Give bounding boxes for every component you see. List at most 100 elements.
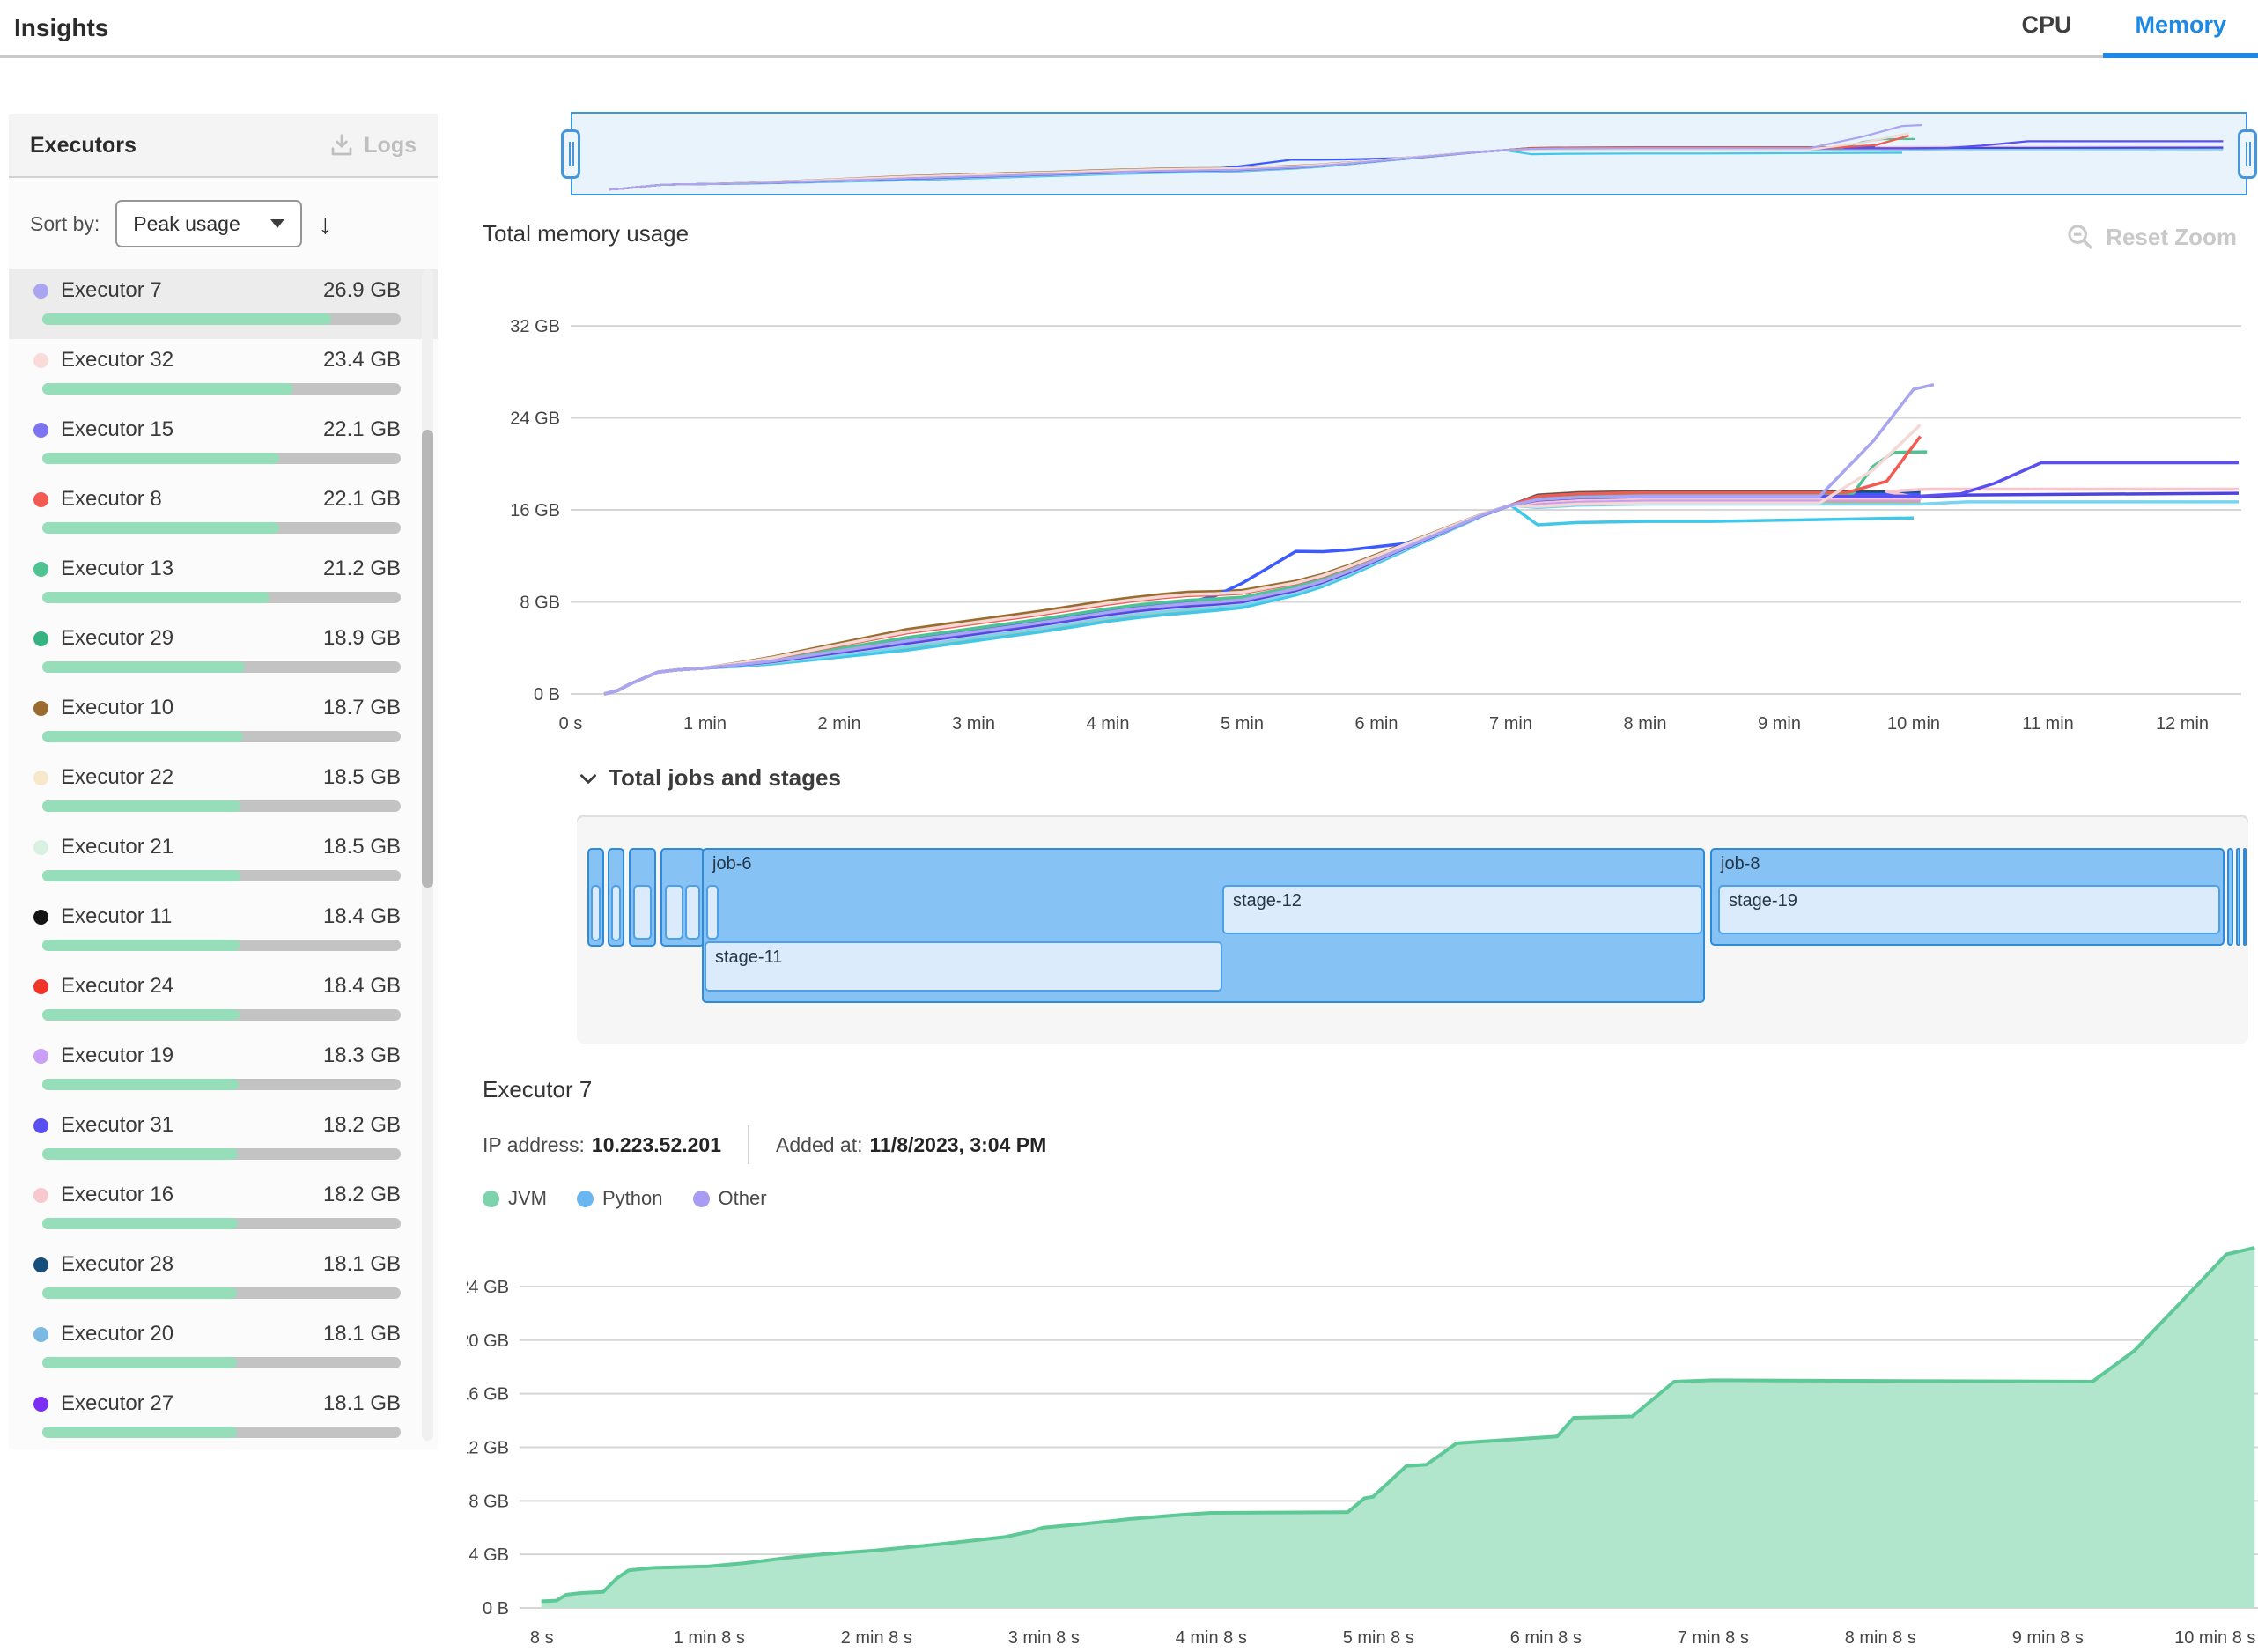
svg-text:10 min: 10 min (1887, 714, 1940, 734)
executor-list-item[interactable]: Executor 8 22.1 GB (9, 478, 438, 548)
executor-list-item[interactable]: Executor 15 22.1 GB (9, 409, 438, 478)
stage-block-stage-12[interactable]: stage-12 (1222, 885, 1702, 934)
executor-name: Executor 24 (61, 974, 174, 998)
executor-name: Executor 31 (61, 1113, 174, 1137)
executor-list-item[interactable]: Executor 16 18.2 GB (9, 1174, 438, 1243)
executor-peak-value: 18.1 GB (322, 1322, 401, 1346)
reset-zoom-label: Reset Zoom (2106, 223, 2237, 250)
executor-list-item[interactable]: Executor 31 18.2 GB (9, 1104, 438, 1174)
executor-list-item[interactable]: Executor 21 18.5 GB (9, 826, 438, 896)
stage-block[interactable] (591, 885, 601, 941)
stage-block[interactable] (706, 885, 719, 940)
executor-name: Executor 10 (61, 696, 174, 719)
executor-list: Executor 7 26.9 GB Executor 32 23.4 GB Execu… (9, 269, 438, 1448)
executor-color-dot (33, 422, 48, 438)
executor-list-item[interactable]: Executor 19 18.3 GB (9, 1035, 438, 1104)
executor-name: Executor 8 (61, 487, 162, 511)
stage-block[interactable] (665, 885, 683, 940)
legend-label: JVM (508, 1187, 547, 1209)
legend-item[interactable]: JVM (483, 1187, 547, 1210)
svg-text:20 GB: 20 GB (467, 1331, 509, 1351)
stage-label: stage-19 (1729, 891, 1797, 911)
job-block[interactable] (2243, 848, 2247, 946)
sort-direction-button[interactable]: ↓ (318, 208, 333, 240)
executor-list-item[interactable]: Executor 28 18.1 GB (9, 1243, 438, 1313)
job-label: job-6 (712, 854, 752, 874)
executor-usage-bar (42, 1427, 401, 1438)
legend-dot (692, 1190, 710, 1207)
stage-block-stage-11[interactable]: stage-11 (705, 941, 1222, 992)
total-memory-chart[interactable]: 32 GB 24 GB 16 GB 8 GB 0 B 0 s 1 min 2 min 3 min… (467, 280, 2258, 747)
executor-peak-value: 18.2 GB (322, 1113, 401, 1137)
overview-brush-chart[interactable] (561, 112, 2257, 195)
svg-text:12 GB: 12 GB (467, 1438, 509, 1457)
svg-text:5 min 8 s: 5 min 8 s (1343, 1628, 1414, 1648)
executor-name: Executor 7 (61, 278, 162, 302)
svg-text:4 min: 4 min (1087, 714, 1130, 734)
executor-name: Executor 29 (61, 626, 174, 650)
executor-list-item[interactable]: Executor 32 23.4 GB (9, 339, 438, 409)
tab-memory[interactable]: Memory (2103, 11, 2258, 58)
executor-list-item[interactable]: Executor 27 18.1 GB (9, 1383, 438, 1448)
scrollbar-thumb[interactable] (422, 430, 433, 888)
sort-select[interactable]: Peak usage (115, 200, 303, 247)
sidebar-header: Executors Logs (9, 114, 438, 178)
logs-button[interactable]: Logs (328, 132, 417, 159)
stage-block[interactable] (633, 885, 652, 940)
executor-peak-value: 18.4 GB (322, 974, 401, 998)
svg-text:0 s: 0 s (559, 714, 583, 734)
reset-zoom-button[interactable]: Reset Zoom (2065, 222, 2237, 252)
svg-text:32 GB: 32 GB (510, 317, 560, 336)
executor-color-dot (33, 631, 48, 646)
tab-cpu[interactable]: CPU (2021, 11, 2072, 38)
executor-peak-value: 23.4 GB (322, 348, 401, 372)
jobs-section-title: Total jobs and stages (609, 764, 841, 791)
executor-color-dot (33, 1326, 48, 1342)
executor-memory-chart[interactable]: 24 GB 20 GB 16 GB 12 GB 8 GB 4 GB 0 B 8 s 1 min … (467, 1233, 2258, 1652)
executor-name: Executor 27 (61, 1391, 174, 1415)
zoom-out-icon (2065, 222, 2095, 252)
download-icon (328, 132, 355, 159)
svg-text:2 min: 2 min (818, 714, 861, 734)
caret-down-icon (270, 219, 285, 228)
legend-item[interactable]: Other (692, 1187, 767, 1210)
stage-label: stage-12 (1233, 891, 1302, 911)
executor-name: Executor 32 (61, 348, 174, 372)
memory-chart-title: Total memory usage (483, 220, 690, 247)
svg-text:16 GB: 16 GB (467, 1385, 509, 1405)
stage-block[interactable] (611, 885, 621, 941)
executor-list-item[interactable]: Executor 29 18.9 GB (9, 617, 438, 687)
executor-peak-value: 26.9 GB (322, 278, 401, 302)
jobs-section-toggle[interactable]: Total jobs and stages (577, 764, 841, 792)
svg-text:1 min 8 s: 1 min 8 s (674, 1628, 745, 1648)
chevron-down-icon (580, 773, 596, 784)
executor-list-item[interactable]: Executor 22 18.5 GB (9, 756, 438, 826)
stage-block[interactable] (685, 885, 700, 940)
executor-meta: IP address: 10.223.52.201 Added at: 11/8… (483, 1125, 1046, 1164)
executor-peak-value: 18.9 GB (322, 626, 401, 650)
tab-bar: CPU Memory (1989, 11, 2258, 58)
executor-color-dot (33, 978, 48, 994)
brush-handle-left[interactable] (561, 129, 580, 179)
legend-item[interactable]: Python (577, 1187, 663, 1210)
executor-list-item[interactable]: Executor 10 18.7 GB (9, 687, 438, 756)
executors-sidebar: Executors Logs Sort by: Peak usage ↓ Exe… (9, 114, 438, 1449)
executor-name: Executor 20 (61, 1322, 174, 1346)
executor-usage-bar (42, 522, 401, 534)
svg-text:9 min: 9 min (1758, 714, 1801, 734)
job-block[interactable] (2227, 848, 2233, 946)
executor-list-item[interactable]: Executor 7 26.9 GB (9, 269, 438, 339)
executor-list-item[interactable]: Executor 20 18.1 GB (9, 1313, 438, 1383)
executor-usage-bar (42, 1357, 401, 1368)
job-block[interactable] (2236, 848, 2240, 946)
legend-label: Python (602, 1187, 663, 1209)
meta-divider (748, 1125, 750, 1164)
svg-text:1 min: 1 min (683, 714, 727, 734)
executor-list-item[interactable]: Executor 13 21.2 GB (9, 548, 438, 617)
brush-handle-right[interactable] (2238, 129, 2257, 179)
svg-text:7 min 8 s: 7 min 8 s (1678, 1628, 1749, 1648)
executor-list-item[interactable]: Executor 24 18.4 GB (9, 965, 438, 1035)
executor-list-item[interactable]: Executor 11 18.4 GB (9, 896, 438, 965)
legend-dot (577, 1190, 594, 1207)
stage-block-stage-19[interactable]: stage-19 (1718, 885, 2220, 934)
